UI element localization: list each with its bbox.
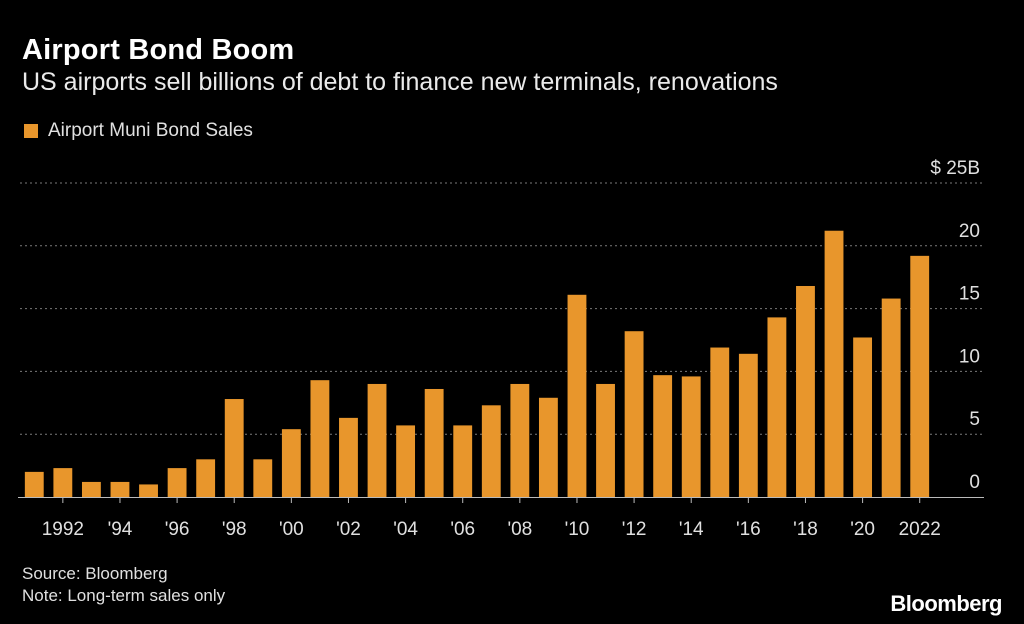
bar-2002 xyxy=(339,417,358,497)
x-tick-label: '00 xyxy=(279,519,304,540)
bar-2013 xyxy=(653,375,673,497)
bar-2022 xyxy=(910,255,930,497)
y-tick-label: 10 xyxy=(959,346,980,367)
bar-1997 xyxy=(196,459,216,497)
bar-2012 xyxy=(624,331,644,497)
x-tick-label: '12 xyxy=(622,519,647,540)
x-tick-label: '18 xyxy=(793,519,818,540)
bar-2016 xyxy=(738,353,758,497)
x-tick-label: '14 xyxy=(679,519,704,540)
bar-2003 xyxy=(367,383,387,497)
bar-1996 xyxy=(167,468,187,497)
x-tick-label: '98 xyxy=(222,519,247,540)
bar-2008 xyxy=(510,383,530,497)
bar-1995 xyxy=(139,484,158,497)
bar-2020 xyxy=(853,337,873,497)
legend-swatch xyxy=(24,124,38,138)
bar-2011 xyxy=(596,383,615,497)
y-tick-label: 5 xyxy=(969,409,980,430)
chart-subtitle: US airports sell billions of debt to fin… xyxy=(22,68,778,96)
x-tick-label: '06 xyxy=(450,519,475,540)
bar-2015 xyxy=(710,347,730,497)
bar-1992 xyxy=(53,468,73,497)
x-tick-label: 2022 xyxy=(899,519,941,540)
bar-1991 xyxy=(24,471,44,497)
bar-1999 xyxy=(253,459,273,497)
y-tick-label: 20 xyxy=(959,221,980,242)
x-tick-label: '04 xyxy=(393,519,418,540)
bar-2007 xyxy=(481,405,501,497)
y-tick-label: $ 25B xyxy=(930,158,980,179)
legend: Airport Muni Bond Sales xyxy=(24,120,253,142)
bar-2010 xyxy=(567,294,587,497)
x-tick-label: 1992 xyxy=(42,519,84,540)
bar-1998 xyxy=(224,399,244,497)
bar-2019 xyxy=(824,230,844,497)
bar-2004 xyxy=(396,425,416,497)
bar-2001 xyxy=(310,380,330,497)
source-note: Source: Bloomberg xyxy=(22,564,168,583)
x-tick-label: '20 xyxy=(850,519,875,540)
bar-2021 xyxy=(881,298,901,497)
legend-label: Airport Muni Bond Sales xyxy=(48,120,253,141)
bar-2005 xyxy=(424,388,444,497)
x-tick-label: '08 xyxy=(507,519,532,540)
bar-2006 xyxy=(453,425,473,497)
bar-2017 xyxy=(767,317,787,497)
bloomberg-logo: Bloomberg xyxy=(890,591,1002,616)
bar-2014 xyxy=(681,376,701,497)
x-tick-label: '16 xyxy=(736,519,761,540)
bar-1993 xyxy=(81,481,101,497)
footnote: Note: Long-term sales only xyxy=(22,586,226,605)
bar-2009 xyxy=(538,397,558,497)
y-tick-label: 0 xyxy=(969,472,980,493)
chart-title: Airport Bond Boom xyxy=(22,34,295,66)
x-tick-label: '96 xyxy=(165,519,190,540)
bar-2000 xyxy=(281,429,301,497)
y-tick-label: 15 xyxy=(959,284,980,305)
x-tick-label: '10 xyxy=(565,519,590,540)
bar-2018 xyxy=(796,285,815,497)
bar-1994 xyxy=(110,481,130,497)
x-tick-label: '02 xyxy=(336,519,361,540)
x-tick-label: '94 xyxy=(108,519,133,540)
